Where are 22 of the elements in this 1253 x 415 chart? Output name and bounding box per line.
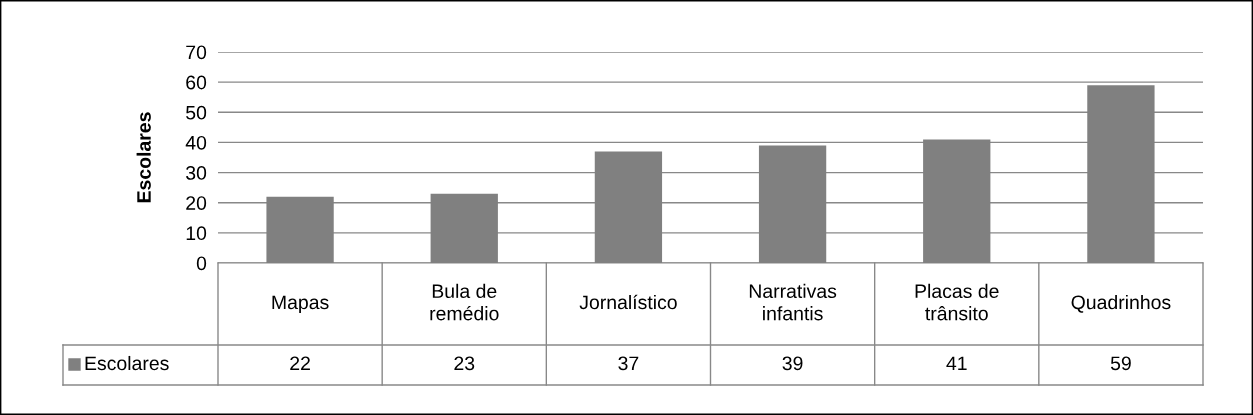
data-label: 23 [454, 356, 475, 371]
y-tick-label: 50 [186, 105, 207, 120]
x-tick-label: Mapas [272, 295, 329, 314]
y-tick-label: 40 [185, 135, 207, 150]
y-tick-label: 0 [196, 256, 207, 271]
x-tick-label: Quadrinhos [1071, 294, 1171, 313]
x-tick-label: Jornalístico [579, 294, 677, 310]
y-tick-label: 70 [186, 45, 207, 60]
data-label: 22 [290, 356, 310, 371]
data-label: 41 [946, 356, 967, 371]
y-tick-label: 20 [186, 196, 207, 210]
y-tick-label: 30 [186, 166, 207, 180]
data-label: 59 [1110, 356, 1131, 371]
data-label: 37 [618, 356, 639, 371]
x-tick-label: Bula de remédio [430, 283, 499, 321]
x-tick-label: Placas de trânsito [915, 283, 999, 321]
y-tick-label: 10 [186, 226, 207, 241]
x-tick-label: Narrativas infantis [749, 283, 837, 321]
y-axis-title: Escolares [136, 112, 151, 203]
data-label: 39 [782, 356, 803, 371]
y-tick-label: 60 [186, 75, 207, 90]
legend-label: Escolares [85, 355, 169, 371]
